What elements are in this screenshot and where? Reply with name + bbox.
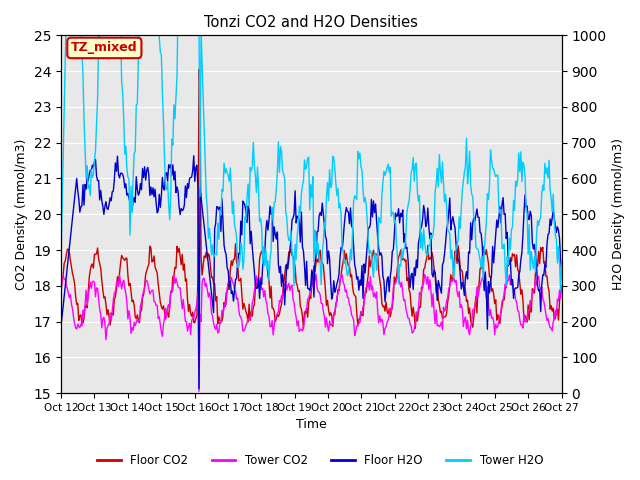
Tower H2O (513, 184, 520, 190)
X-axis label: Time: Time (296, 419, 326, 432)
Tower CO2 (427, 288, 435, 294)
Line: Floor CO2: Floor CO2 (61, 69, 561, 329)
Tower CO2 (339, 280, 347, 286)
Tower CO2 (195, 388, 203, 394)
Floor CO2 (427, 256, 435, 262)
Tower H2O (557, 261, 565, 267)
Tower H2O (426, 242, 434, 248)
Line: Tower H2O: Tower H2O (61, 0, 561, 290)
Tower H2O (269, 216, 277, 222)
Floor CO2 (269, 305, 277, 311)
Floor H2O (195, 386, 203, 392)
Floor H2O (557, 268, 565, 274)
Tower H2O (57, 256, 65, 262)
Tower H2O (214, 220, 221, 226)
Tower CO2 (57, 286, 65, 291)
Floor CO2 (300, 326, 307, 332)
Floor H2O (215, 207, 223, 213)
Floor H2O (427, 230, 435, 236)
Floor H2O (339, 237, 347, 242)
Tower H2O (362, 201, 370, 207)
Floor CO2 (57, 289, 65, 295)
Tower CO2 (269, 332, 277, 338)
Floor CO2 (514, 267, 522, 273)
Floor H2O (364, 242, 371, 248)
Floor H2O (190, 153, 198, 158)
Floor CO2 (214, 321, 221, 327)
Floor H2O (57, 323, 65, 329)
Tower CO2 (514, 308, 522, 313)
Line: Tower CO2: Tower CO2 (61, 275, 561, 391)
Tower H2O (557, 287, 564, 293)
Y-axis label: CO2 Density (mmol/m3): CO2 Density (mmol/m3) (15, 139, 28, 290)
Title: Tonzi CO2 and H2O Densities: Tonzi CO2 and H2O Densities (204, 15, 419, 30)
Tower CO2 (364, 284, 371, 289)
Floor CO2 (339, 259, 347, 265)
Line: Floor H2O: Floor H2O (61, 156, 561, 389)
Floor CO2 (195, 66, 203, 72)
Tower CO2 (312, 272, 320, 277)
Floor CO2 (557, 285, 565, 290)
Tower CO2 (214, 330, 221, 336)
Floor H2O (514, 284, 522, 290)
Tower H2O (339, 247, 346, 253)
Floor H2O (270, 224, 278, 230)
Tower CO2 (557, 283, 565, 288)
Floor CO2 (364, 280, 371, 286)
Y-axis label: H2O Density (mmol/m3): H2O Density (mmol/m3) (612, 138, 625, 290)
Legend: Floor CO2, Tower CO2, Floor H2O, Tower H2O: Floor CO2, Tower CO2, Floor H2O, Tower H… (92, 449, 548, 472)
Text: TZ_mixed: TZ_mixed (71, 41, 138, 54)
